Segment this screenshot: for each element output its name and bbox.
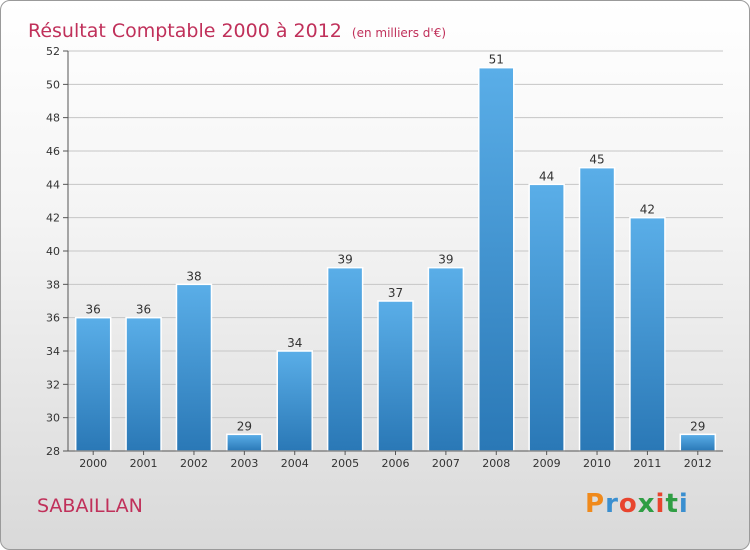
bar-2009 [528,183,565,452]
proxiti-logo[interactable]: Proxiti [585,489,689,519]
data-label-2001: 36 [136,303,151,317]
x-tick-label-2011: 2011 [633,457,661,470]
y-tick-label: 32 [46,378,60,391]
commune-name: SABAILLAN [37,495,143,517]
logo-letter: r [605,489,619,519]
y-tick-label: 52 [46,45,60,58]
y-tick-label: 40 [46,245,60,258]
chart-title: Résultat Comptable 2000 à 2012 (en millie… [28,7,446,45]
x-tick-label-2002: 2002 [180,457,208,470]
x-tick-label-2012: 2012 [684,457,712,470]
data-label-2005: 39 [337,253,352,267]
bar-2002 [175,283,213,452]
data-label-2000: 36 [86,303,101,317]
logo-letter: t [665,489,679,519]
x-tick-label-2006: 2006 [382,457,410,470]
data-label-2002: 38 [186,269,201,283]
x-tick-label-2009: 2009 [533,457,561,470]
logo-letter: o [618,489,638,519]
y-tick-label: 44 [46,178,60,191]
bar-2004 [276,350,313,452]
y-tick-label: 28 [46,445,60,458]
x-tick-label-2003: 2003 [230,457,258,470]
y-tick-label: 50 [46,78,60,91]
bar-2001 [125,316,162,452]
x-tick-label-2010: 2010 [583,457,611,470]
y-tick-label: 38 [46,278,60,291]
data-label-2003: 29 [237,419,252,433]
logo-letter: i [678,489,689,519]
x-tick-label-2004: 2004 [281,457,309,470]
bar-2006 [377,300,414,452]
y-tick-label: 34 [46,345,60,358]
x-tick-label-2007: 2007 [432,457,460,470]
bars [74,66,717,452]
bar-2012 [679,433,717,452]
logo-letter: i [655,489,666,519]
data-labels: 36 36 38 29 34 39 37 39 51 44 45 42 29 [86,53,706,434]
y-tick-label: 36 [46,312,60,325]
data-label-2008: 51 [489,53,504,67]
bar-2010 [578,166,616,452]
y-tick-label: 42 [46,212,60,225]
x-tick-label-2005: 2005 [331,457,359,470]
data-label-2007: 39 [438,253,453,267]
bar-2005 [326,266,364,452]
bar-2011 [629,216,666,452]
y-tick-label: 48 [46,112,60,125]
x-tick-label-2001: 2001 [130,457,158,470]
x-tick-label-2008: 2008 [482,457,510,470]
data-label-2010: 45 [589,153,604,167]
bar-2007 [427,266,465,452]
data-label-2006: 37 [388,286,403,300]
data-label-2012: 29 [690,419,705,433]
axes: 28 30 32 34 36 38 40 42 44 46 48 50 52 2000 2001 2002 20… [46,45,723,470]
data-label-2004: 34 [287,336,302,350]
logo-letter: x [637,489,656,519]
x-tick-label-2000: 2000 [79,457,107,470]
data-label-2011: 42 [640,203,655,217]
chart-unit: (en milliers d'€) [351,26,447,40]
data-label-2009: 44 [539,169,554,183]
logo-letter: P [585,489,606,519]
chart-title-text: Résultat Comptable 2000 à 2012 [28,20,342,42]
y-tick-label: 30 [46,412,60,425]
bar-2003 [226,433,263,452]
y-tick-label: 46 [46,145,60,158]
bar-2008 [478,66,515,452]
bar-2000 [74,316,112,452]
